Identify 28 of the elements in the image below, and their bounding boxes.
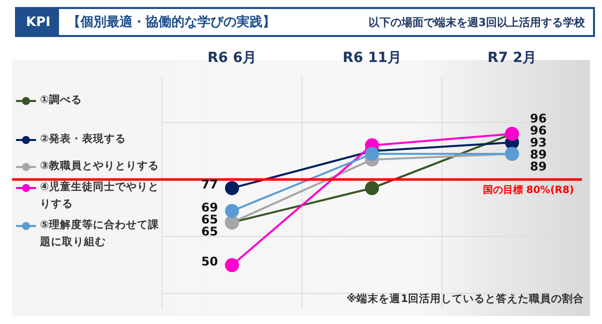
data-label: 77 <box>201 178 218 192</box>
point <box>225 181 239 196</box>
x-tick-label: R7 2月 <box>487 50 537 66</box>
legend-label: ⑤理解度等に合わせて課題に取り組む <box>40 218 160 250</box>
point <box>365 146 379 161</box>
legend-label: ②発表・表現する <box>40 132 126 147</box>
text: 以下の場面で端末を週3回以上活用する学校 <box>368 14 585 30</box>
data-label: 89 <box>530 148 547 162</box>
point <box>225 204 239 218</box>
data-label: 89 <box>530 160 547 174</box>
x-tick-label: R6 11月 <box>342 50 402 66</box>
data-label: 96 <box>530 124 547 138</box>
text: KPI <box>17 9 60 35</box>
annotation: ※端末を週1回活用していると答えた職員の割合 <box>346 292 584 306</box>
legend-label: ④児童生徒同士でやりとりする <box>40 180 160 212</box>
data-label: 69 <box>201 200 218 214</box>
chart-subtitle: 【個別最適・協働的な学びの実践】 <box>67 14 276 31</box>
legend-label: ①調べる <box>40 93 82 108</box>
point <box>365 181 379 196</box>
point <box>225 258 239 272</box>
x-tick-label: R6 6月 <box>207 50 257 66</box>
ref-line-label: 国の目標 80%(R8) <box>482 184 574 196</box>
data-label: 96 <box>530 112 547 126</box>
data-label: 65 <box>201 212 218 226</box>
data-label: 65 <box>201 224 218 238</box>
data-label: 93 <box>530 136 547 150</box>
data-label: 50 <box>201 254 218 269</box>
legend-label: ③教職員とやりとりする <box>40 159 159 174</box>
